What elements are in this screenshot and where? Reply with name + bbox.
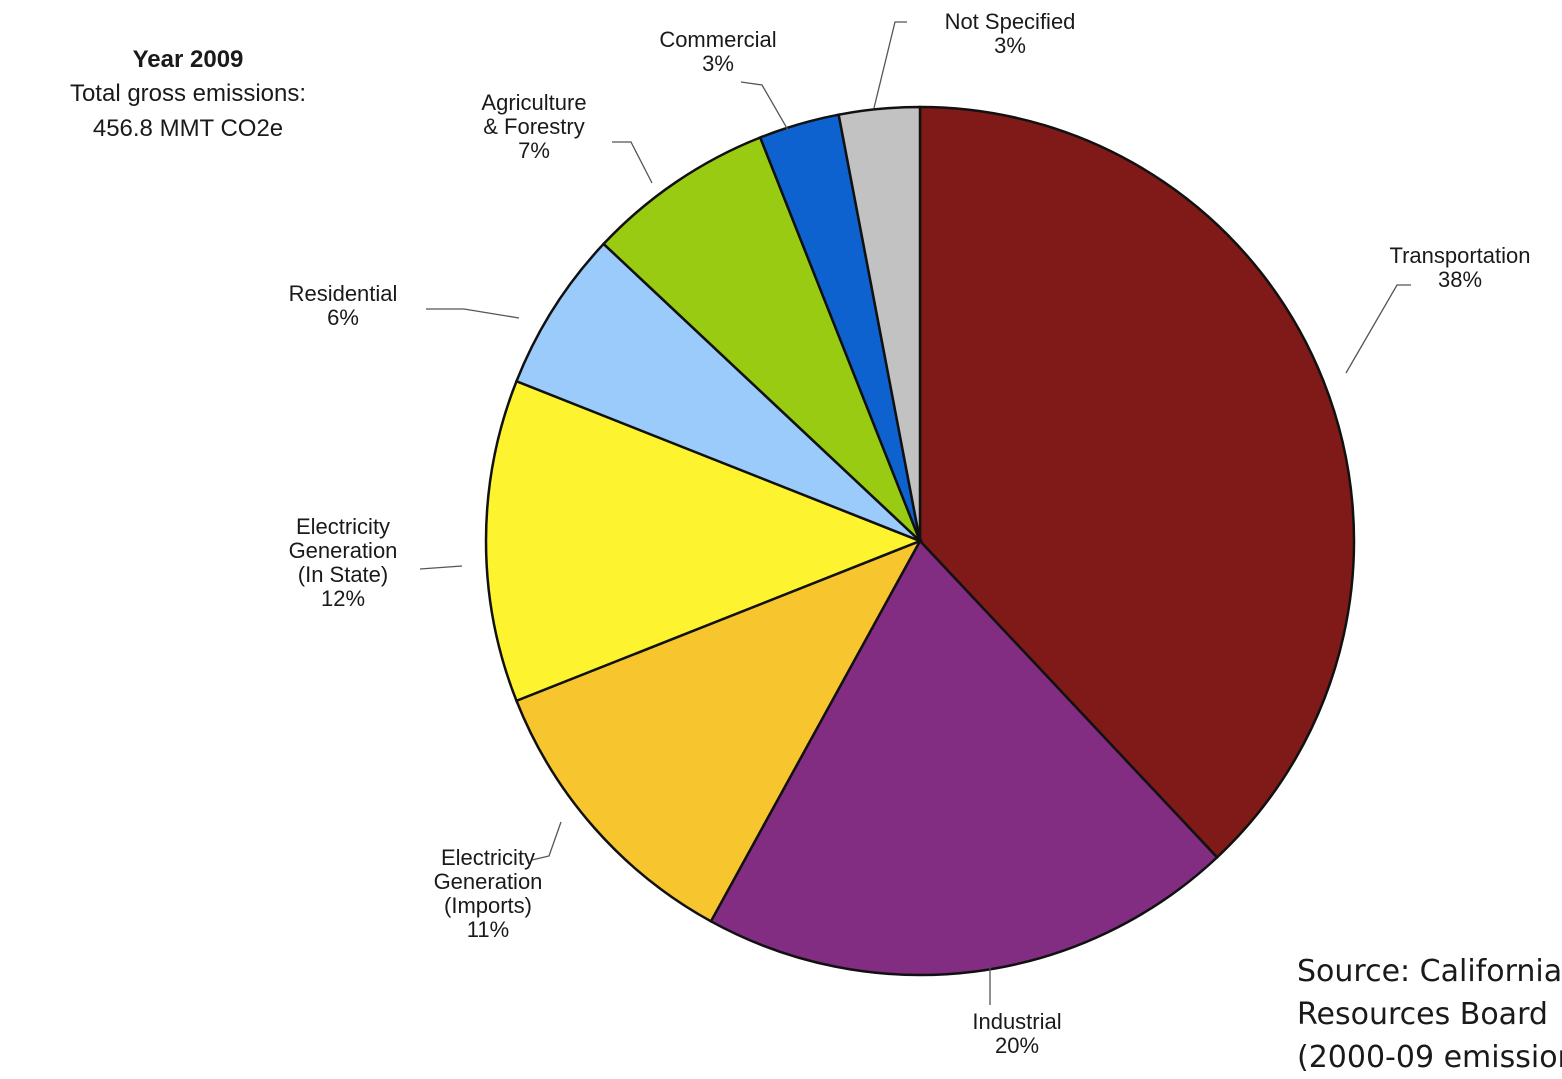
slice-name-electricity-generation-imports: Electricity xyxy=(441,845,535,870)
slice-labels: Transportation 38% Industrial 20% Electricit… xyxy=(289,9,1531,1058)
slice-percent-electricity-generation-imports: 11% xyxy=(467,917,509,942)
slice-name-electricity-generation-in-state: Electricity xyxy=(296,514,390,539)
chart-header: Year 2009 Total gross emissions: 456.8 M… xyxy=(70,46,306,142)
slice-label-industrial: Industrial 20% xyxy=(972,1009,1061,1058)
source-line-1: Source: California Air xyxy=(1297,954,1562,989)
slice-label-electricity-generation-imports: Electricity Generation (Imports) 11% xyxy=(434,845,543,942)
pie-slices xyxy=(484,105,1356,977)
pie-slice-industrial xyxy=(709,538,1219,977)
slice-percent-residential: 6% xyxy=(327,305,359,330)
slice-percent-agriculture-forestry: 7% xyxy=(518,138,550,163)
slice-label-not-specified: Not Specified 3% xyxy=(945,9,1076,58)
leader-line-commercial xyxy=(740,81,789,131)
leader-line-not-specified xyxy=(873,21,907,109)
source-note: Source: California Air Resources Board (… xyxy=(1297,954,1562,1075)
source-line-3: (2000-09 emissions) xyxy=(1297,1040,1562,1075)
pie-slice-residential xyxy=(514,242,921,543)
pie-slice-electricity-generation-imports xyxy=(514,538,923,924)
slice-name-residential: Residential xyxy=(289,281,398,306)
slice-name-agriculture-forestry: & Forestry xyxy=(483,114,584,139)
slice-percent-not-specified: 3% xyxy=(994,33,1026,58)
total-emissions-label: Total gross emissions: xyxy=(70,80,306,107)
slice-name-electricity-generation-in-state: Generation xyxy=(289,538,398,563)
slice-name-not-specified: Not Specified xyxy=(945,9,1076,34)
pie-slice-agriculture-forestry xyxy=(601,135,922,542)
slice-percent-electricity-generation-in-state: 12% xyxy=(321,586,365,611)
chart-year-title: Year 2009 xyxy=(133,46,244,73)
slice-name-commercial: Commercial xyxy=(659,27,776,52)
leader-line-residential xyxy=(426,308,520,319)
slice-name-electricity-generation-imports: Generation xyxy=(434,869,543,894)
slice-name-industrial: Industrial xyxy=(972,1009,1061,1034)
pie-slice-electricity-generation-in-state xyxy=(484,379,924,703)
pie-slice-not-specified xyxy=(837,105,922,542)
slice-percent-industrial: 20% xyxy=(995,1033,1039,1058)
source-line-2: Resources Board xyxy=(1297,997,1548,1032)
slice-label-residential: Residential 6% xyxy=(289,281,398,330)
slice-label-agriculture-forestry: Agriculture & Forestry 7% xyxy=(481,90,586,163)
slice-label-electricity-generation-in-state: Electricity Generation (In State) 12% xyxy=(289,514,398,611)
label-leader-lines xyxy=(419,21,1411,1005)
leader-line-transportation xyxy=(1345,284,1411,374)
pie-slice-transportation xyxy=(918,105,1356,860)
leader-line-electricity-generation-imports xyxy=(531,821,562,861)
slice-label-transportation: Transportation 38% xyxy=(1389,243,1530,292)
slice-name-electricity-generation-in-state: (In State) xyxy=(298,562,388,587)
slice-name-transportation: Transportation xyxy=(1389,243,1530,268)
slice-name-electricity-generation-imports: (Imports) xyxy=(444,893,532,918)
slice-percent-commercial: 3% xyxy=(702,51,734,76)
leader-line-agriculture-forestry xyxy=(612,141,653,184)
slice-name-agriculture-forestry: Agriculture xyxy=(481,90,586,115)
leader-line-electricity-generation-in-state xyxy=(419,565,463,570)
slice-label-commercial: Commercial 3% xyxy=(659,27,776,76)
total-emissions-value: 456.8 MMT CO2e xyxy=(93,115,283,142)
slice-percent-transportation: 38% xyxy=(1438,267,1482,292)
